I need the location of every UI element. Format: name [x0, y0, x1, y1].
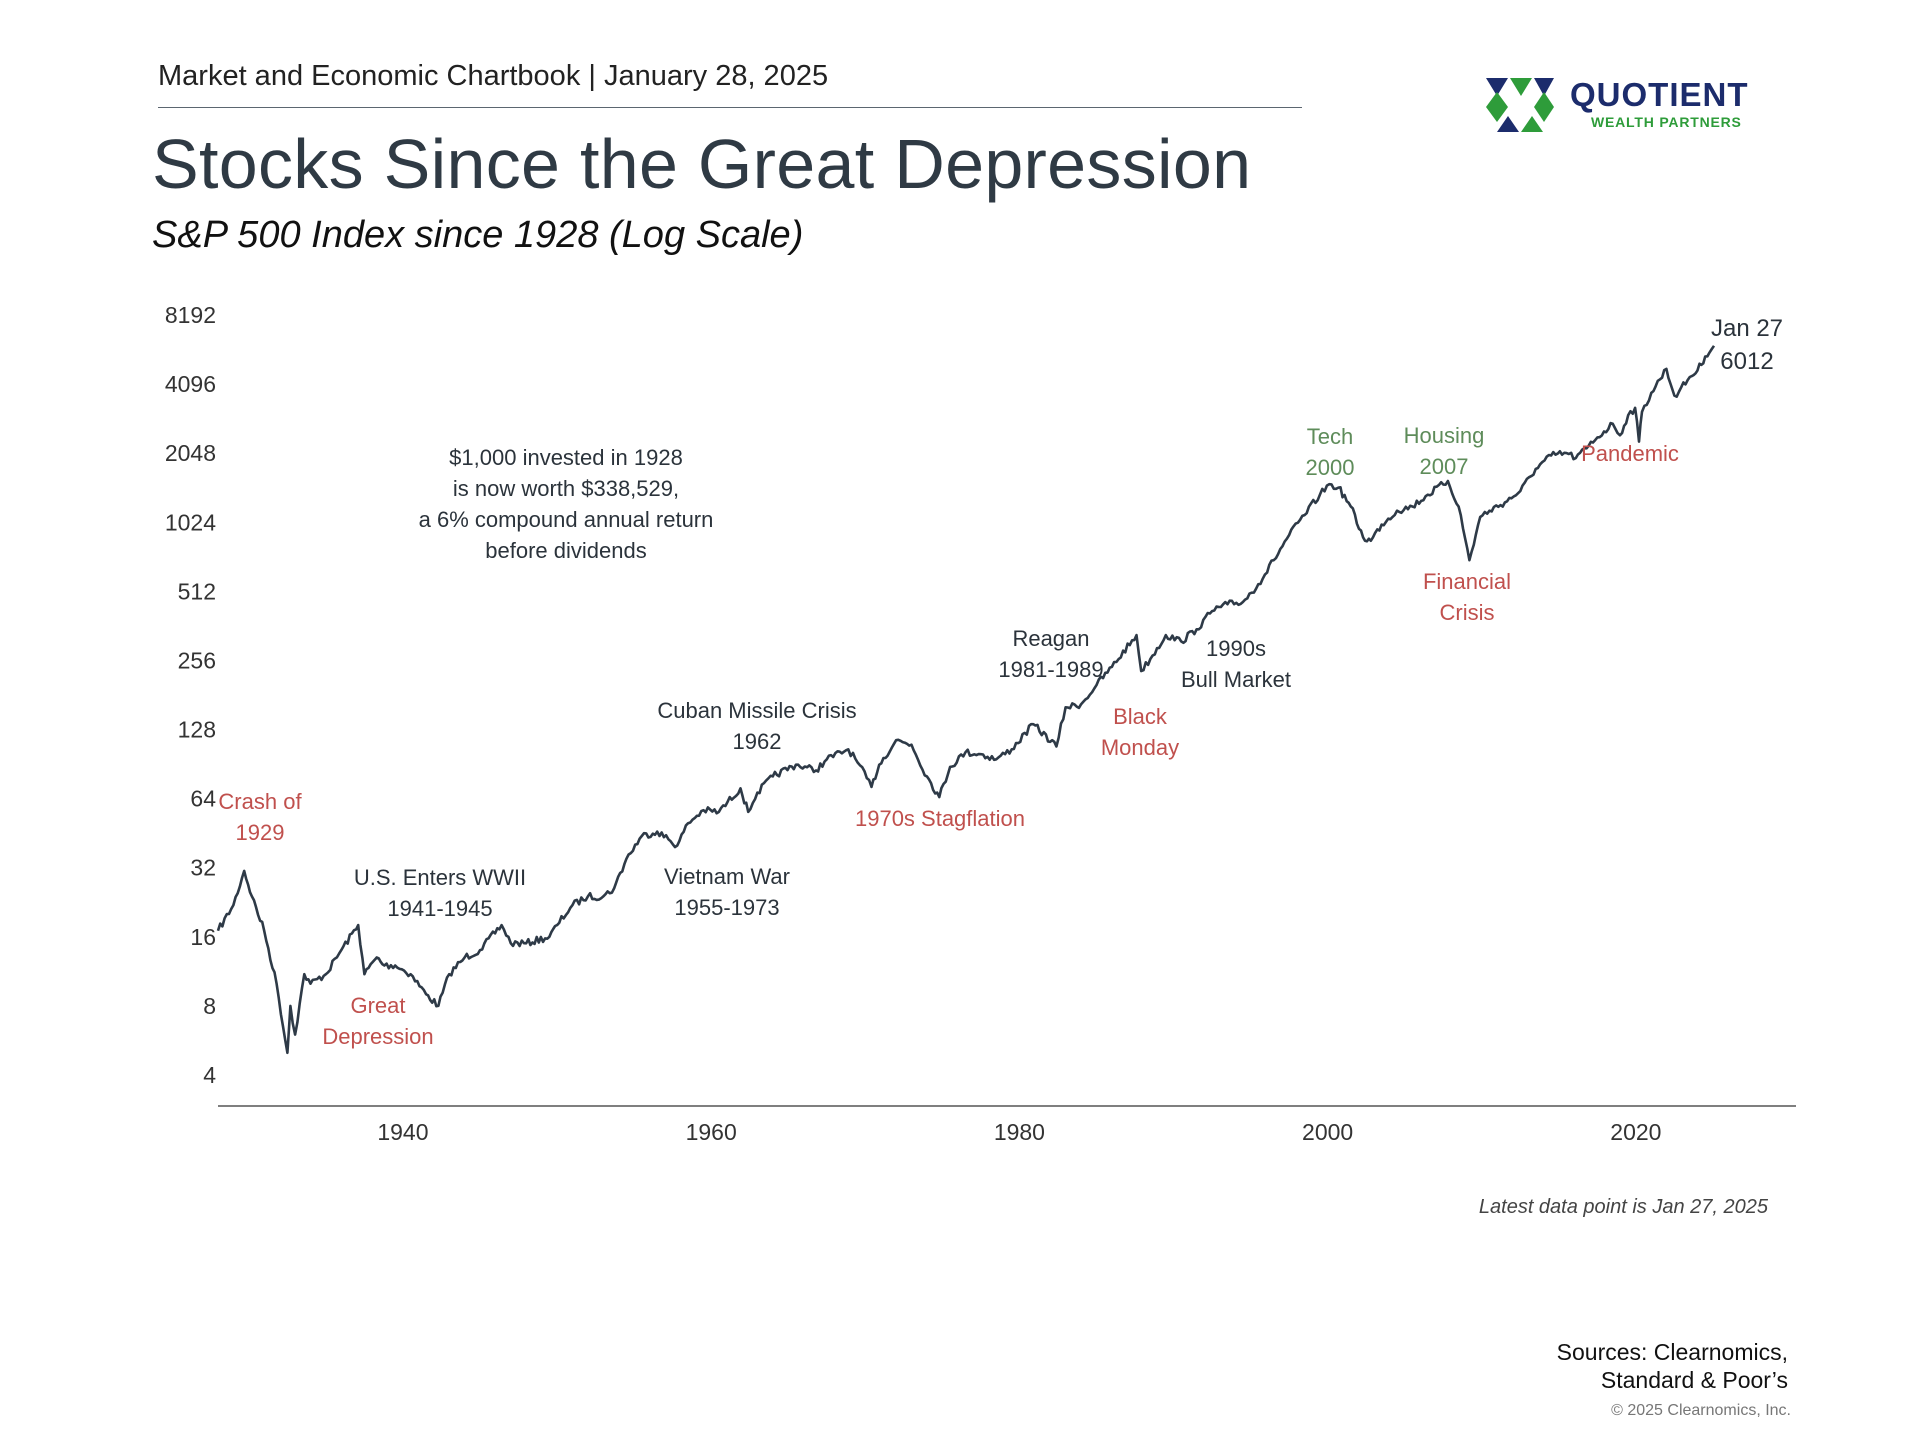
annotation-line: Great	[350, 993, 405, 1018]
annotation-line: 1929	[236, 820, 285, 845]
page-title: Stocks Since the Great Depression	[152, 125, 1252, 203]
x-tick-label: 1980	[994, 1119, 1045, 1145]
annotation-line: Crash of	[218, 789, 302, 814]
end-value-label: Jan 27 6012	[1711, 315, 1783, 375]
event-annotation: Black Monday	[1101, 704, 1179, 760]
y-tick-label: 8192	[165, 302, 216, 328]
latest-data-footnote: Latest data point is Jan 27, 2025	[1478, 1196, 1768, 1218]
annotation-line: 1941-1945	[387, 896, 492, 921]
event-annotation: U.S. Enters WWII 1941-1945	[354, 865, 526, 921]
sources-line-1: Sources: Clearnomics,	[1556, 1339, 1788, 1365]
annotation-line: Vietnam War	[664, 864, 790, 889]
annotation-line: 1962	[733, 729, 782, 754]
event-annotation: Vietnam War 1955-1973	[664, 864, 790, 920]
y-axis-ticks: 8192 4096 2048 1024 512 256 128 64 32 16 8 4	[165, 302, 216, 1088]
annotation-line: $1,000 invested in 1928	[449, 445, 683, 470]
event-annotations: Crash of 1929 Great Depression U.S. Enters W…	[218, 423, 1679, 1049]
annotation-line: Pandemic	[1581, 441, 1679, 466]
x-axis-ticks: 1940 1960 1980 2000 2020	[377, 1119, 1661, 1145]
logo-mark-icon	[1486, 78, 1554, 132]
annotation-line: Tech	[1307, 424, 1353, 449]
y-tick-label: 8	[203, 993, 216, 1019]
y-tick-label: 64	[190, 786, 216, 812]
event-annotation: Housing 2007	[1404, 423, 1485, 479]
y-tick-label: 4	[203, 1062, 216, 1088]
annotation-line: 1981-1989	[998, 657, 1103, 682]
event-annotation: Financial Crisis	[1423, 569, 1511, 625]
event-annotation: $1,000 invested in 1928 is now worth $338…	[419, 445, 714, 563]
y-tick-label: 16	[190, 924, 216, 950]
annotation-line: 1990s	[1206, 636, 1266, 661]
annotation-line: 2000	[1306, 455, 1355, 480]
annotation-line: Monday	[1101, 735, 1179, 760]
y-tick-label: 4096	[165, 371, 216, 397]
y-tick-label: 32	[190, 855, 216, 881]
event-annotation: Great Depression	[322, 993, 433, 1049]
annotation-line: Housing	[1404, 423, 1485, 448]
x-tick-label: 1940	[377, 1119, 428, 1145]
end-date-label: Jan 27	[1711, 315, 1783, 342]
annotation-line: Depression	[322, 1024, 433, 1049]
annotation-line: Black	[1113, 704, 1168, 729]
annotation-line: Bull Market	[1181, 667, 1291, 692]
sp500-series-line	[216, 345, 1716, 1055]
x-tick-label: 1960	[686, 1119, 737, 1145]
event-annotation: Pandemic	[1581, 441, 1679, 466]
annotation-line: Cuban Missile Crisis	[657, 698, 856, 723]
annotation-line: Reagan	[1012, 626, 1089, 651]
event-annotation: Tech 2000	[1306, 424, 1355, 480]
annotation-line: U.S. Enters WWII	[354, 865, 526, 890]
event-annotation: 1970s Stagflation	[855, 806, 1025, 831]
annotation-line: 2007	[1420, 454, 1469, 479]
y-tick-label: 2048	[165, 440, 216, 466]
sources-line-2: Standard & Poor’s	[1600, 1367, 1788, 1393]
y-tick-label: 512	[178, 578, 216, 604]
copyright-note: © 2025 Clearnomics, Inc.	[1611, 1402, 1791, 1419]
event-annotation: Reagan 1981-1989	[998, 626, 1103, 682]
event-annotation: Crash of 1929	[218, 789, 302, 845]
chartbook-header: Market and Economic Chartbook | January …	[158, 60, 829, 92]
logo-tagline: WEALTH PARTNERS	[1591, 114, 1742, 130]
x-tick-label: 2020	[1610, 1119, 1661, 1145]
event-annotation: Cuban Missile Crisis 1962	[657, 698, 856, 754]
annotation-line: Financial	[1423, 569, 1511, 594]
y-tick-label: 256	[178, 647, 216, 673]
sources-note: Sources: Clearnomics, Standard & Poor’s	[1557, 1338, 1788, 1394]
annotation-line: 1955-1973	[674, 895, 779, 920]
header-divider	[158, 107, 1302, 108]
annotation-line: before dividends	[485, 538, 646, 563]
company-logo: QUOTIENT WEALTH PARTNERS	[1486, 74, 1786, 136]
annotation-line: is now worth $338,529,	[453, 476, 679, 501]
x-tick-label: 2000	[1302, 1119, 1353, 1145]
y-tick-label: 1024	[165, 509, 216, 535]
y-tick-label: 128	[178, 717, 216, 743]
event-annotation: 1990s Bull Market	[1181, 636, 1291, 692]
annotation-line: a 6% compound annual return	[419, 507, 714, 532]
annotation-line: 1970s Stagflation	[855, 806, 1025, 831]
logo-name: QUOTIENT	[1570, 76, 1749, 113]
annotation-line: Crisis	[1440, 600, 1495, 625]
chart-subtitle: S&P 500 Index since 1928 (Log Scale)	[152, 214, 804, 256]
end-value-text: 6012	[1720, 348, 1773, 375]
